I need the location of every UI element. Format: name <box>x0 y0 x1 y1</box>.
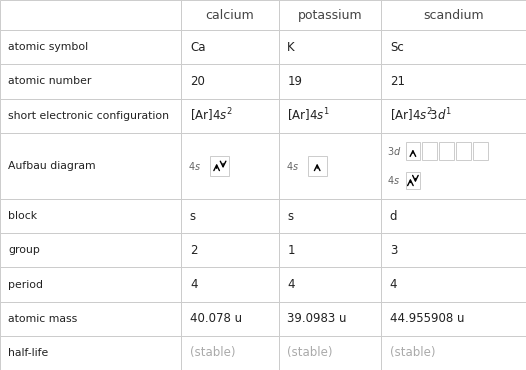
Bar <box>279 336 381 370</box>
Bar <box>422 142 437 160</box>
Text: 2: 2 <box>190 244 197 257</box>
Bar <box>181 199 279 233</box>
Text: d: d <box>390 210 397 223</box>
Text: potassium: potassium <box>298 9 362 21</box>
Text: short electronic configuration: short electronic configuration <box>8 111 169 121</box>
Text: Ca: Ca <box>190 41 205 54</box>
Text: group: group <box>8 245 40 255</box>
Bar <box>279 30 381 64</box>
Text: period: period <box>8 280 43 290</box>
Text: 1: 1 <box>287 244 295 257</box>
Text: Sc: Sc <box>390 41 403 54</box>
Bar <box>456 142 471 160</box>
Text: $[\mathrm{Ar}]4s^{2}$: $[\mathrm{Ar}]4s^{2}$ <box>190 107 232 124</box>
Text: (stable): (stable) <box>390 346 436 359</box>
Bar <box>381 302 526 336</box>
Bar <box>0 0 181 30</box>
Text: (stable): (stable) <box>287 346 333 359</box>
Text: Aufbau diagram: Aufbau diagram <box>8 161 96 171</box>
Text: 4: 4 <box>287 278 295 291</box>
Bar <box>381 133 526 199</box>
Bar <box>279 268 381 302</box>
Bar <box>181 233 279 268</box>
Text: (stable): (stable) <box>190 346 236 359</box>
Bar <box>406 172 420 189</box>
Bar <box>0 64 181 98</box>
Bar <box>0 30 181 64</box>
Text: 3: 3 <box>390 244 397 257</box>
Text: atomic mass: atomic mass <box>8 314 77 324</box>
Text: $3d$: $3d$ <box>387 145 401 157</box>
Text: calcium: calcium <box>206 9 255 21</box>
Bar <box>381 0 526 30</box>
Text: 19: 19 <box>287 75 302 88</box>
Bar <box>406 142 420 160</box>
Text: $4s$: $4s$ <box>188 160 201 172</box>
Text: 4: 4 <box>390 278 397 291</box>
Bar <box>279 0 381 30</box>
Text: $[\mathrm{Ar}]4s^{2}\!3d^{1}$: $[\mathrm{Ar}]4s^{2}\!3d^{1}$ <box>390 107 452 124</box>
Text: 44.955908 u: 44.955908 u <box>390 312 464 325</box>
Text: atomic number: atomic number <box>8 77 92 87</box>
Text: 21: 21 <box>390 75 405 88</box>
Bar <box>381 336 526 370</box>
Bar <box>0 233 181 268</box>
Text: 4: 4 <box>190 278 197 291</box>
Text: scandium: scandium <box>423 9 484 21</box>
Bar <box>381 98 526 133</box>
Bar <box>279 64 381 98</box>
Text: $[\mathrm{Ar}]4s^{1}$: $[\mathrm{Ar}]4s^{1}$ <box>287 107 330 124</box>
Bar <box>0 133 181 199</box>
Bar <box>210 156 229 175</box>
Bar <box>181 302 279 336</box>
Bar <box>381 233 526 268</box>
Bar <box>181 336 279 370</box>
Text: K: K <box>287 41 295 54</box>
Bar <box>308 156 327 175</box>
Bar <box>181 30 279 64</box>
Bar <box>279 302 381 336</box>
Bar <box>0 199 181 233</box>
Text: s: s <box>287 210 294 223</box>
Bar <box>181 0 279 30</box>
Bar <box>0 302 181 336</box>
Bar <box>279 133 381 199</box>
Text: block: block <box>8 211 37 221</box>
Bar <box>439 142 454 160</box>
Text: 39.0983 u: 39.0983 u <box>287 312 347 325</box>
Text: s: s <box>190 210 196 223</box>
Text: half-life: half-life <box>8 348 48 358</box>
Text: 20: 20 <box>190 75 205 88</box>
Text: $4s$: $4s$ <box>387 175 400 186</box>
Text: atomic symbol: atomic symbol <box>8 42 88 52</box>
Bar <box>473 142 488 160</box>
Bar <box>181 98 279 133</box>
Bar <box>279 199 381 233</box>
Text: $4s$: $4s$ <box>286 160 299 172</box>
Bar <box>381 30 526 64</box>
Bar <box>381 199 526 233</box>
Bar <box>181 64 279 98</box>
Bar <box>181 133 279 199</box>
Bar <box>0 98 181 133</box>
Bar <box>381 64 526 98</box>
Bar <box>279 98 381 133</box>
Text: 40.078 u: 40.078 u <box>190 312 242 325</box>
Bar <box>181 268 279 302</box>
Bar <box>0 336 181 370</box>
Bar <box>381 268 526 302</box>
Bar <box>279 233 381 268</box>
Bar <box>0 268 181 302</box>
